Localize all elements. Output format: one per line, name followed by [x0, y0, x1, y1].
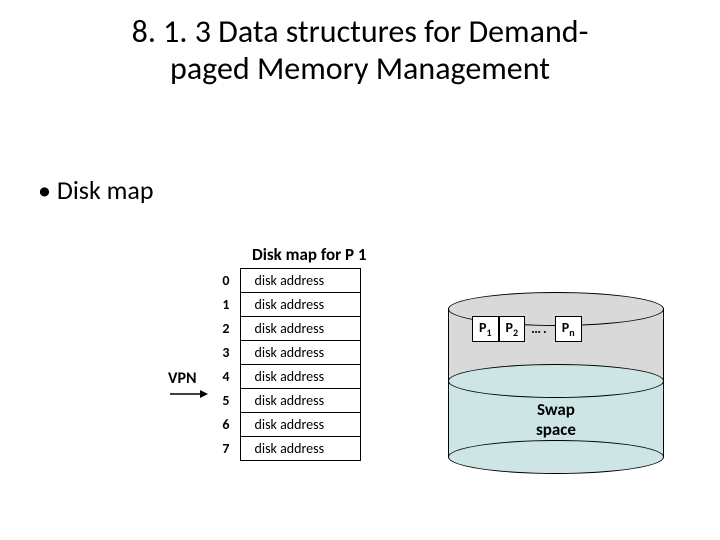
table-row: 1disk address: [218, 293, 360, 317]
cell-disk-address: disk address: [240, 341, 360, 365]
table-row: 3disk address: [218, 341, 360, 365]
table-row: 4disk address: [218, 365, 360, 389]
cell-disk-address: disk address: [240, 437, 360, 461]
disk-middle-ellipse: [448, 364, 664, 398]
table-row: 0disk address: [218, 269, 360, 293]
slide-title: 8. 1. 3 Data structures for Demand- page…: [0, 14, 720, 88]
process-p1: P1: [472, 316, 499, 342]
cell-disk-address: disk address: [240, 269, 360, 293]
arrow-right-icon: [170, 388, 210, 400]
title-line1: 8. 1. 3 Data structures for Demand- page…: [132, 12, 589, 88]
cell-disk-address: disk address: [240, 365, 360, 389]
table-row: 5disk address: [218, 389, 360, 413]
disk-map-caption: Disk map for P 1: [252, 244, 367, 265]
cell-disk-address: disk address: [240, 317, 360, 341]
cell-disk-address: disk address: [240, 389, 360, 413]
process-pn: Pn: [555, 316, 582, 342]
disk-bottom-ellipse: [448, 440, 664, 474]
table-row: 7disk address: [218, 437, 360, 461]
cell-disk-address: disk address: [240, 413, 360, 437]
process-ellipsis: ….: [525, 320, 555, 337]
process-boxes: P1 P2 …. Pn: [472, 316, 582, 342]
process-p2: P2: [499, 316, 526, 342]
vpn-label: VPN: [168, 369, 197, 388]
swap-space-label: Swap space: [448, 400, 664, 439]
table-row: 2disk address: [218, 317, 360, 341]
disk-map-table: 0disk address 1disk address 2disk addres…: [218, 268, 361, 461]
bullet-disk-map: Disk map: [38, 174, 154, 206]
table-row: 6disk address: [218, 413, 360, 437]
cell-disk-address: disk address: [240, 293, 360, 317]
